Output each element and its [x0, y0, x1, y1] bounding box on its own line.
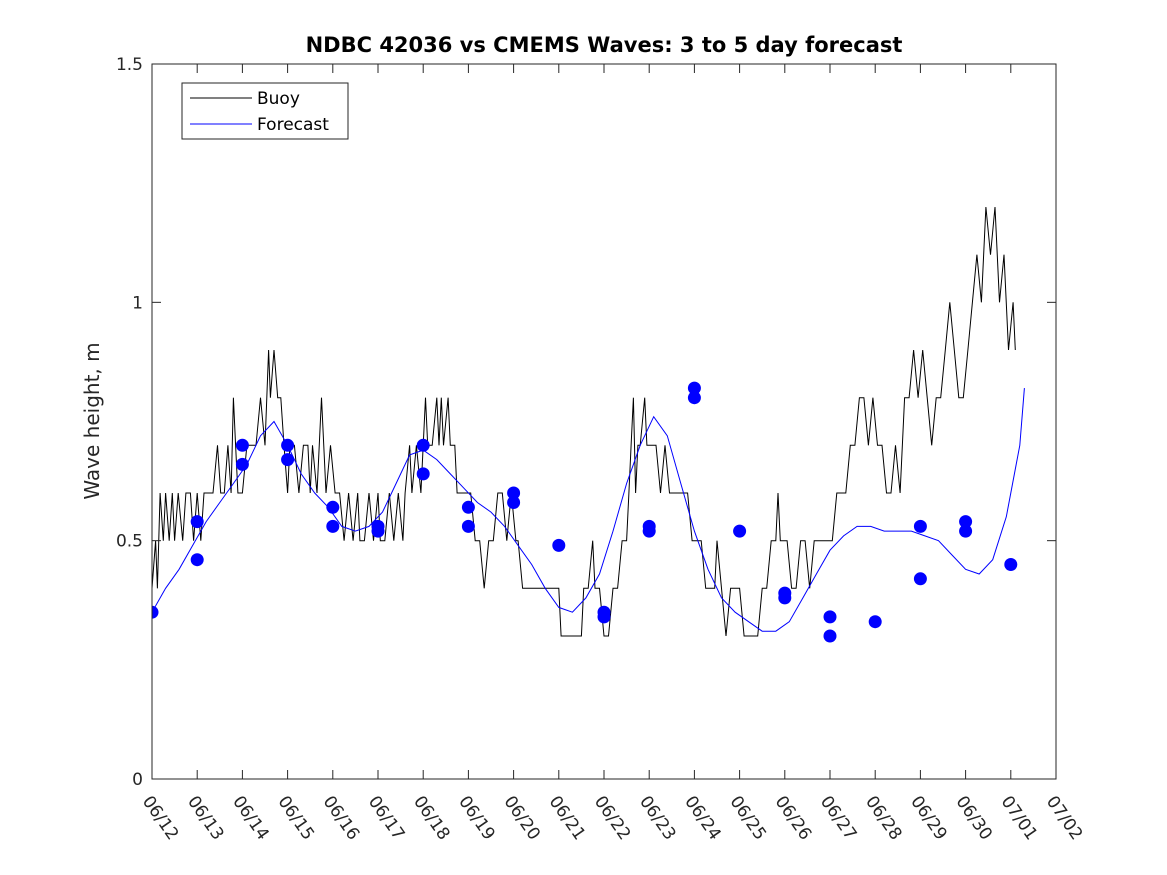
forecast-marker — [868, 615, 882, 629]
forecast-marker — [416, 467, 430, 481]
forecast-marker — [913, 572, 927, 586]
legend-box — [181, 82, 349, 140]
forecast-marker — [235, 457, 249, 471]
forecast-marker — [507, 486, 521, 500]
forecast-marker — [959, 515, 973, 529]
forecast-marker — [733, 524, 747, 538]
forecast-marker — [1004, 558, 1018, 571]
series-line-forecast — [152, 388, 1025, 632]
legend-forecast-label: Forecast — [257, 115, 329, 135]
y-tick-label: 1.5 — [116, 55, 143, 75]
legend: Buoy Forecast — [181, 82, 349, 140]
series-line-buoy — [152, 206, 1016, 637]
forecast-marker — [371, 524, 385, 538]
forecast-marker — [778, 591, 792, 605]
forecast-marker — [152, 605, 159, 619]
chart-title: NDBC 42036 vs CMEMS Waves: 3 to 5 day fo… — [306, 33, 903, 57]
forecast-marker — [687, 381, 701, 395]
forecast-marker — [326, 519, 340, 533]
forecast-marker — [416, 438, 430, 452]
forecast-marker — [913, 519, 927, 533]
forecast-marker — [687, 391, 701, 405]
forecast-marker — [823, 610, 837, 624]
legend-buoy-label: Buoy — [257, 89, 300, 109]
forecast-marker — [190, 515, 204, 529]
y-tick-label: 0 — [132, 770, 143, 790]
forecast-marker — [552, 538, 566, 552]
series-group — [152, 206, 1025, 643]
y-axis-label: Wave height, m — [80, 342, 104, 499]
forecast-marker — [959, 524, 973, 538]
y-tick-label: 1 — [132, 293, 143, 313]
forecast-marker — [281, 438, 295, 452]
forecast-marker — [507, 496, 521, 509]
forecast-marker — [642, 524, 656, 538]
forecast-marker — [597, 610, 611, 624]
forecast-marker — [281, 453, 295, 467]
forecast-marker — [823, 629, 837, 643]
y-tick-label: 0.5 — [116, 532, 143, 552]
forecast-marker — [326, 500, 340, 514]
forecast-marker — [461, 519, 475, 533]
forecast-marker — [461, 500, 475, 514]
forecast-marker — [235, 438, 249, 452]
forecast-marker — [190, 553, 204, 567]
plot-area — [152, 206, 1025, 643]
